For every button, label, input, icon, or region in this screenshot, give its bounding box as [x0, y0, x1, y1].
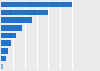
- Bar: [1, 33, 16, 38]
- Bar: [1, 64, 3, 69]
- Bar: [1, 2, 72, 7]
- Bar: [1, 48, 8, 54]
- Bar: [1, 40, 11, 46]
- Bar: [1, 56, 6, 61]
- Bar: [1, 17, 32, 23]
- Bar: [1, 25, 22, 31]
- Bar: [1, 10, 48, 15]
